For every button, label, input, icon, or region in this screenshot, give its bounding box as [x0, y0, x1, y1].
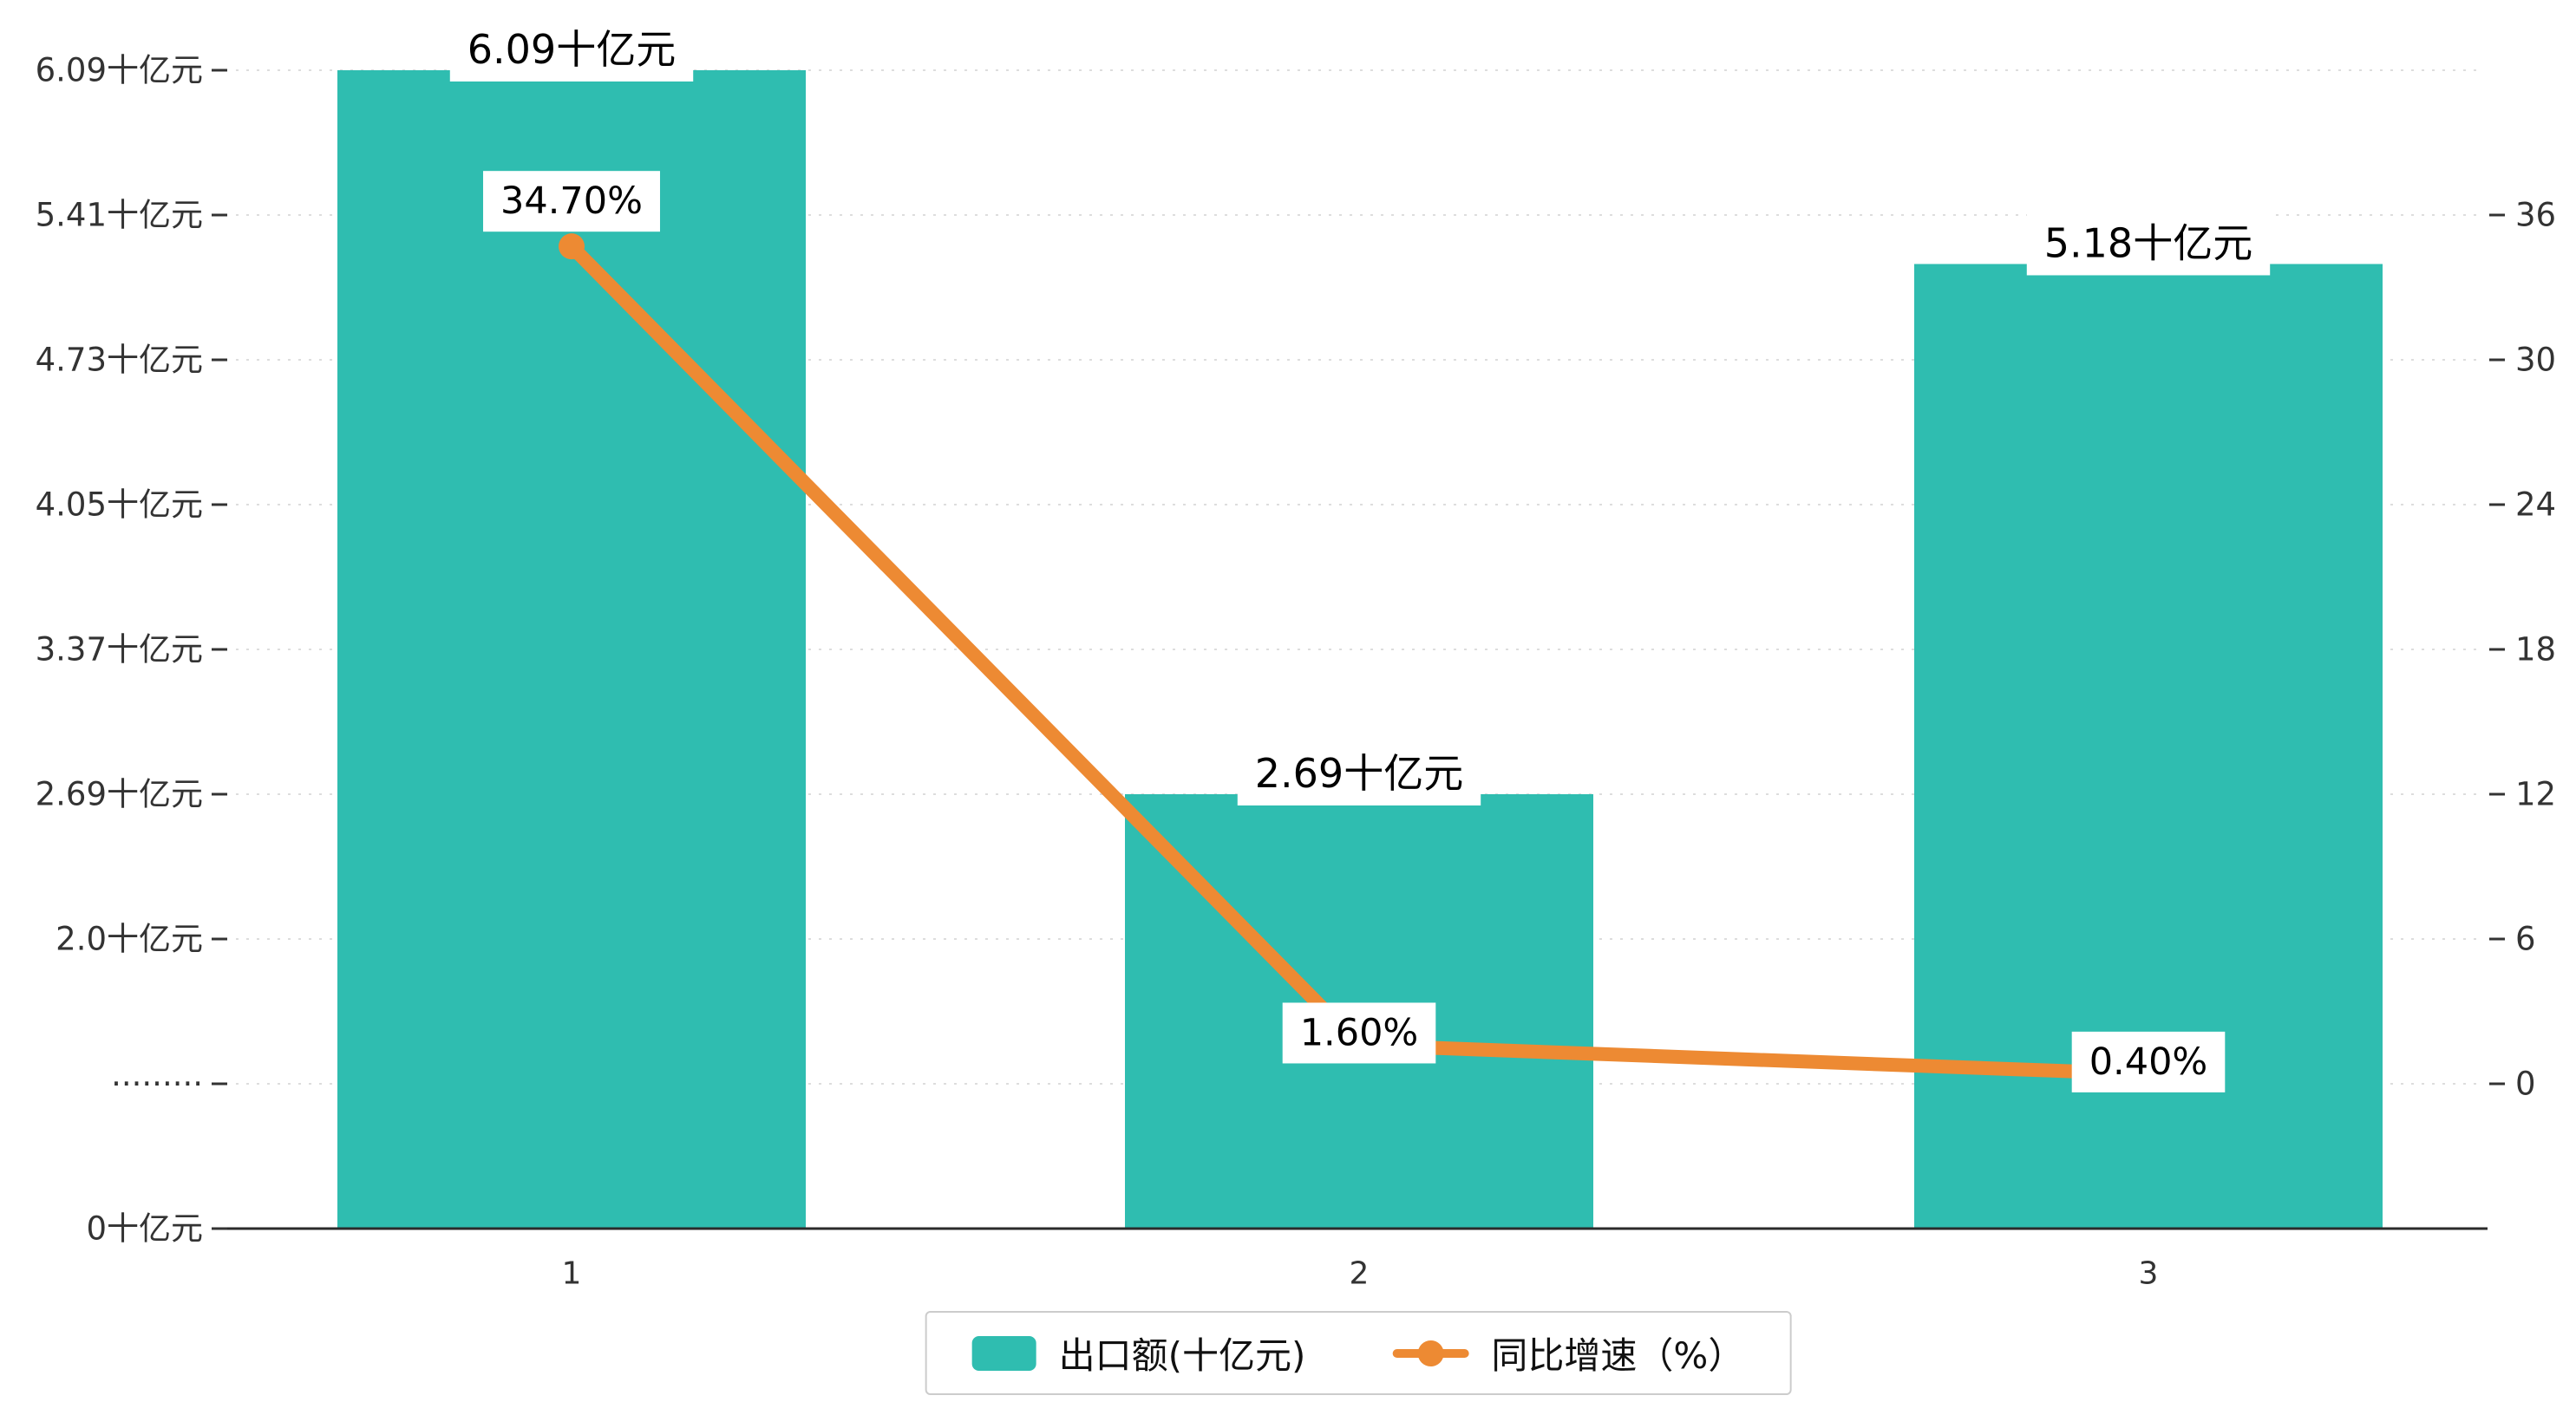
growth-data-label-1-bg [483, 171, 660, 232]
x-axis-label-3: 3 [2139, 1256, 2159, 1292]
line-series-swatch [1392, 1336, 1469, 1371]
bar-category-1[interactable] [337, 70, 806, 1229]
growth-data-label-1: 34.70% [500, 179, 643, 223]
left-axis-label: 3.37十亿元 [36, 631, 203, 668]
right-axis-label: 18 [2515, 631, 2556, 668]
right-axis-label: 0 [2515, 1066, 2536, 1103]
left-axis-label: 2.69十亿元 [36, 776, 203, 813]
right-axis-label: 24 [2515, 486, 2556, 524]
legend: 出口额(十亿元) 同比增速（%） [925, 1311, 1792, 1395]
growth-data-label-3: 0.40% [2089, 1040, 2208, 1084]
right-axis-label: 6 [2515, 921, 2536, 958]
x-axis-label-2: 2 [1350, 1256, 1370, 1292]
legend-item-yoy-growth[interactable]: 同比增速（%） [1392, 1327, 1744, 1379]
line-swatch-dot [1417, 1340, 1444, 1366]
growth-data-label-3-bg [2071, 1031, 2226, 1092]
legend-item-export-amount[interactable]: 出口额(十亿元) [971, 1327, 1306, 1379]
growth-data-label-2: 1.60% [1300, 1011, 1419, 1054]
right-axis-label: 30 [2515, 342, 2556, 379]
bar-series-swatch [971, 1335, 1036, 1371]
bar-data-label-1-bg [449, 17, 694, 82]
left-axis-label: 4.73十亿元 [36, 342, 203, 379]
growth-data-label-2-bg [1282, 1002, 1436, 1064]
bar-data-label-2: 2.69十亿元 [1255, 750, 1463, 797]
left-axis-label: 5.41十亿元 [36, 197, 203, 234]
right-axis-label: 36 [2515, 197, 2556, 234]
left-axis-label: 2.0十亿元 [56, 921, 203, 958]
x-axis-label-1: 1 [562, 1256, 582, 1292]
left-axis-label: ········· [111, 1066, 203, 1103]
right-axis-label: 12 [2515, 776, 2556, 813]
bar-data-label-1: 6.09十亿元 [467, 26, 676, 73]
bar-data-label-2-bg [1237, 741, 1481, 805]
left-axis-label: 6.09十亿元 [36, 52, 203, 89]
bar-data-label-3-bg [2026, 211, 2271, 276]
legend-label-export-amount: 出口额(十亿元) [1058, 1334, 1306, 1377]
growth-point-1[interactable] [559, 233, 585, 260]
left-axis-label: 0十亿元 [86, 1210, 203, 1248]
bar-data-label-3: 5.18十亿元 [2044, 219, 2252, 266]
legend-label-yoy-growth: 同比增速（%） [1491, 1334, 1745, 1377]
left-axis-label: 4.05十亿元 [36, 486, 203, 524]
